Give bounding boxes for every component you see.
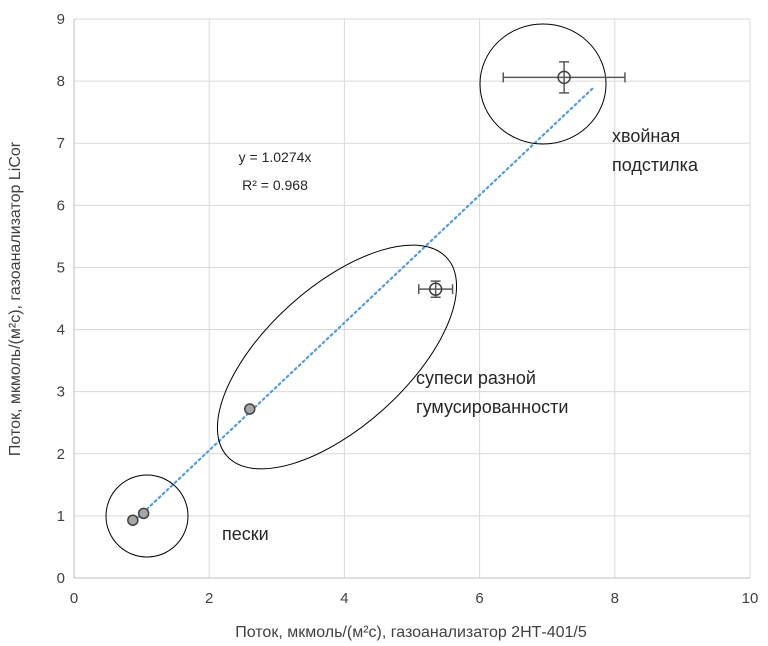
annotation-litter-1: хвойная: [612, 126, 680, 146]
annotation-sandy-loam-1: супеси разной: [416, 368, 536, 388]
group-ellipse-sands: [105, 474, 189, 558]
data-points: [127, 61, 626, 526]
trend-equation: y = 1.0274x: [239, 149, 312, 165]
x-tick-label-0: 0: [70, 590, 78, 607]
x-tick-label-5: 10: [742, 590, 759, 607]
group-ellipse-sandy-loam: [216, 244, 458, 470]
r-squared-label: R² = 0.968: [242, 177, 308, 193]
group-ellipses: [105, 23, 607, 558]
x-tick-label-3: 6: [475, 590, 483, 607]
x-tick-label-1: 2: [205, 590, 213, 607]
y-tick-labels: 0 1 2 3 4 5 6 7 8 9: [57, 11, 65, 587]
data-point-4: [557, 70, 571, 85]
x-axis-title: Поток, мкмоль/(м²с), газоанализатор 2НТ-…: [235, 624, 587, 641]
data-point-3: [428, 282, 443, 296]
trendline: [133, 85, 596, 522]
y-tick-label-4: 4: [57, 322, 65, 339]
x-tick-label-4: 8: [611, 590, 619, 607]
trendline-group: [133, 85, 596, 522]
y-tick-label-9: 9: [57, 11, 65, 28]
annotation-litter-2: подстилка: [612, 155, 699, 175]
grid-lines: [73, 18, 751, 579]
data-point-1: [137, 507, 150, 520]
annotation-sands: пески: [222, 524, 269, 544]
y-tick-label-7: 7: [57, 135, 65, 152]
group-ellipse-litter: [479, 23, 607, 145]
y-tick-label-8: 8: [57, 73, 65, 90]
plot-frame: [73, 19, 750, 579]
y-axis-title: Поток, мкмоль/(м²с), газоанализатор LiCo…: [7, 141, 24, 456]
x-tick-labels: 0 2 4 6 8 10: [70, 590, 759, 607]
y-tick-label-5: 5: [57, 259, 65, 276]
annotation-sandy-loam-2: гумусированности: [416, 397, 568, 417]
y-tick-label-2: 2: [57, 446, 65, 463]
x-tick-label-2: 4: [340, 590, 348, 607]
y-tick-label-0: 0: [57, 570, 65, 587]
data-point-0: [127, 514, 139, 526]
y-tick-label-1: 1: [57, 508, 65, 525]
y-tick-label-6: 6: [57, 197, 65, 214]
y-tick-label-3: 3: [57, 384, 65, 401]
data-point-2: [244, 403, 256, 415]
